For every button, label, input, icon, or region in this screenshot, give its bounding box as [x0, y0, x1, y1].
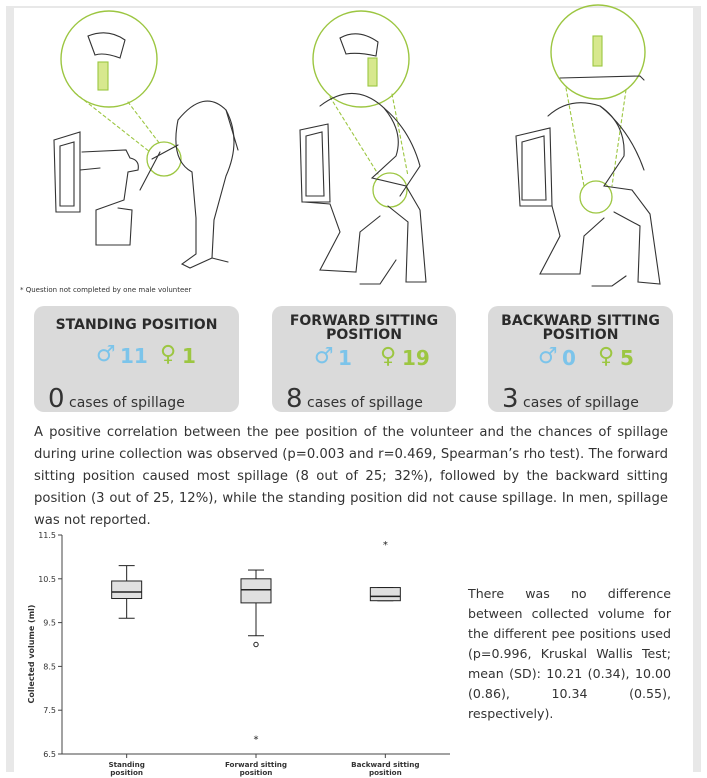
- spillage-number: 3: [502, 384, 519, 414]
- forward-sitting-position-card: FORWARD SITTING POSITION ♂ 1 ♀ 19 8 case…: [272, 306, 456, 414]
- card-title: STANDING POSITION: [55, 317, 218, 333]
- spillage-number: 8: [286, 384, 303, 414]
- female-count: 5: [620, 346, 634, 370]
- standing-position-card: STANDING POSITION ♂ 11 ♀ 1 0 cases of sp…: [34, 306, 239, 414]
- y-tick-label: 10.5: [38, 575, 56, 584]
- box: [240, 578, 272, 604]
- y-axis-label: Collected volume (ml): [27, 605, 36, 704]
- male-symbol-icon: ♂: [538, 344, 558, 369]
- male-count: 11: [120, 344, 148, 368]
- y-tick-label: 9.5: [43, 619, 56, 628]
- extreme-point: *: [254, 735, 259, 746]
- spillage-label: cases of spillage: [307, 395, 423, 411]
- footnote: * Question not completed by one male vol…: [20, 286, 192, 294]
- outlier-point: [253, 641, 259, 648]
- male-symbol-icon: ♂: [314, 344, 334, 369]
- spillage-summary: 3 cases of spillage: [502, 384, 639, 414]
- card-title-line2: POSITION: [326, 327, 402, 343]
- female-count: 19: [402, 346, 430, 370]
- y-tick-label: 8.5: [43, 662, 56, 671]
- x-tick-label: position: [240, 768, 273, 777]
- x-tick-label: Forward sitting: [225, 760, 287, 769]
- standing-illustration: [53, 10, 239, 269]
- spillage-summary: 0 cases of spillage: [48, 384, 185, 414]
- x-tick-label: position: [369, 768, 402, 777]
- male-count: 1: [338, 346, 352, 370]
- x-tick-label: Standing: [108, 760, 144, 769]
- y-tick-label: 6.5: [43, 750, 56, 759]
- backward-sitting-position-card: BACKWARD SITTING POSITION ♂ 0 ♀ 5 3 case…: [488, 306, 673, 414]
- x-tick-label: Backward sitting: [351, 760, 419, 769]
- female-symbol-icon: ♀: [380, 344, 397, 369]
- volume-comparison-text: There was no difference between collecte…: [468, 586, 671, 721]
- box: [111, 580, 143, 600]
- female-symbol-icon: ♀: [598, 344, 615, 369]
- spillage-number: 0: [48, 384, 65, 414]
- card-title-line2: POSITION: [542, 327, 619, 343]
- spillage-label: cases of spillage: [69, 395, 185, 411]
- box: [369, 587, 401, 602]
- y-tick-label: 11.5: [38, 531, 56, 540]
- forward-sitting-illustration: [299, 10, 427, 285]
- y-tick-label: 7.5: [43, 706, 56, 715]
- card-title-line1: FORWARD SITTING: [289, 313, 439, 329]
- pee-position-illustrations: [53, 4, 661, 287]
- results-paragraph: A positive correlation between the pee p…: [34, 425, 668, 528]
- x-tick-label: position: [110, 768, 143, 777]
- female-count: 1: [182, 344, 196, 368]
- female-symbol-icon: ♀: [160, 342, 177, 367]
- collected-volume-boxplot: Collected volume (ml) 6.5 7.5 8.5 9.5 10.5 11…: [27, 531, 450, 777]
- male-count: 0: [562, 346, 576, 370]
- spillage-summary: 8 cases of spillage: [286, 384, 423, 414]
- card-title-line1: BACKWARD SITTING: [501, 313, 660, 329]
- backward-sitting-illustration: [515, 4, 661, 287]
- spillage-label: cases of spillage: [523, 395, 639, 411]
- extreme-point: *: [383, 540, 388, 551]
- male-symbol-icon: ♂: [96, 342, 116, 367]
